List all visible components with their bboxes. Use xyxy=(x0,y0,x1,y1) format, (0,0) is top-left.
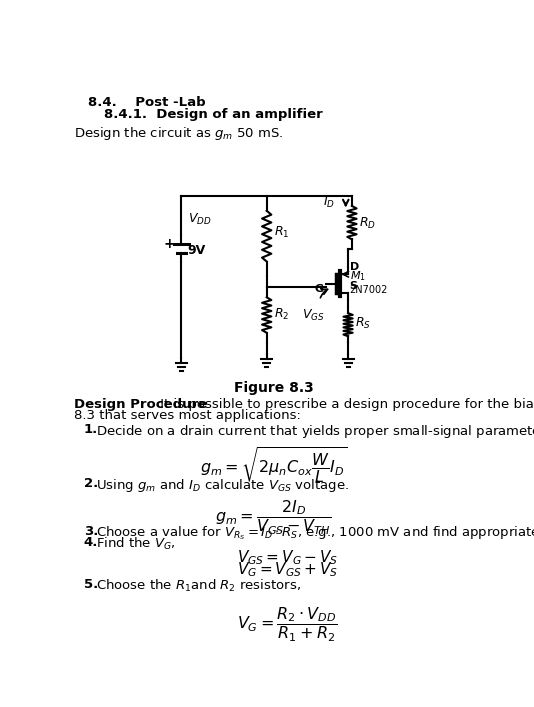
Text: $g_m = \dfrac{2I_D}{V_{GS} - V_{TH}}$: $g_m = \dfrac{2I_D}{V_{GS} - V_{TH}}$ xyxy=(215,498,332,537)
Text: Design Procedure: Design Procedure xyxy=(75,398,208,411)
Text: Design the circuit as $g_m$ 50 mS.: Design the circuit as $g_m$ 50 mS. xyxy=(75,125,284,142)
Text: S: S xyxy=(350,281,358,291)
Text: 3.: 3. xyxy=(84,525,98,537)
Text: 2N7002: 2N7002 xyxy=(350,285,388,295)
Text: It is possible to prescribe a design procedure for the bias topology of Fig.: It is possible to prescribe a design pro… xyxy=(156,398,534,411)
Text: $V_G = \dfrac{R_2 \cdot V_{DD}}{R_1 + R_2}$: $V_G = \dfrac{R_2 \cdot V_{DD}}{R_1 + R_… xyxy=(237,605,337,644)
Text: 8.4.1.  Design of an amplifier: 8.4.1. Design of an amplifier xyxy=(104,108,323,121)
Text: Choose a value for $V_{R_S} = I_D \cdot R_S$, e.g., 1000 mV and find appropriate: Choose a value for $V_{R_S} = I_D \cdot … xyxy=(96,525,534,542)
Text: $V_{DD}$: $V_{DD}$ xyxy=(187,212,211,227)
Text: Choose the $R_1$and $R_2$ resistors,: Choose the $R_1$and $R_2$ resistors, xyxy=(96,578,301,594)
Text: $V_G = V_{GS} + V_S$: $V_G = V_{GS} + V_S$ xyxy=(237,561,339,580)
Text: $V_{GS}$: $V_{GS}$ xyxy=(302,308,325,323)
Text: 5.: 5. xyxy=(84,578,98,590)
Text: Decide on a drain current that yields proper small-signal parameter such as $g_m: Decide on a drain current that yields pr… xyxy=(96,423,534,440)
Text: D: D xyxy=(350,262,359,271)
Text: $M_1$: $M_1$ xyxy=(350,269,365,283)
Text: 4.: 4. xyxy=(84,536,98,549)
Text: Find the $V_G$,: Find the $V_G$, xyxy=(96,536,176,552)
Text: G: G xyxy=(314,284,323,294)
Text: $R_2$: $R_2$ xyxy=(274,307,289,322)
Text: 8.4.    Post -Lab: 8.4. Post -Lab xyxy=(89,96,206,110)
Text: $R_S$: $R_S$ xyxy=(355,316,371,331)
Text: $g_m = \sqrt{2\mu_n C_{ox} \dfrac{W}{L} I_D}$: $g_m = \sqrt{2\mu_n C_{ox} \dfrac{W}{L} … xyxy=(200,446,347,486)
Text: $I_D$: $I_D$ xyxy=(323,195,335,210)
Text: 1.: 1. xyxy=(84,423,98,436)
Text: 2.: 2. xyxy=(84,477,98,490)
Text: $R_D$: $R_D$ xyxy=(359,216,376,231)
Text: 9V: 9V xyxy=(187,244,206,257)
Text: $R_1$: $R_1$ xyxy=(274,225,289,240)
Text: Using $g_m$ and $I_D$ calculate $V_{GS}$ voltage.: Using $g_m$ and $I_D$ calculate $V_{GS}$… xyxy=(96,477,349,493)
Text: +: + xyxy=(163,238,175,252)
Text: Figure 8.3: Figure 8.3 xyxy=(234,381,313,395)
Text: 8.3 that serves most applications:: 8.3 that serves most applications: xyxy=(75,409,301,422)
Text: $V_{GS} = V_G - V_S$: $V_{GS} = V_G - V_S$ xyxy=(237,549,339,567)
